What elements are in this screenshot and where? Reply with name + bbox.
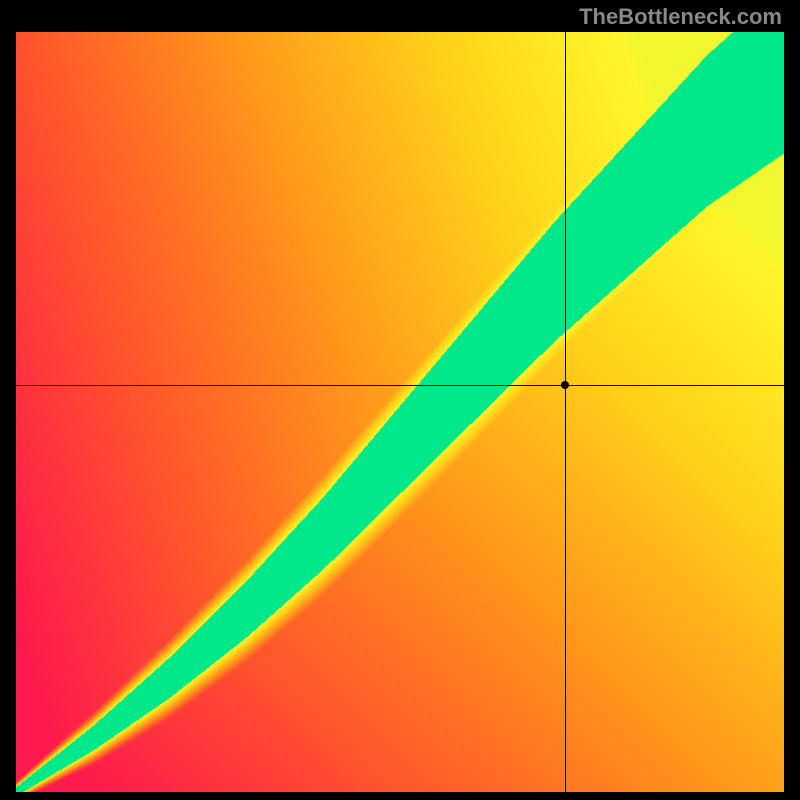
heatmap-chart xyxy=(16,32,784,792)
watermark-text: TheBottleneck.com xyxy=(579,4,782,30)
crosshair-horizontal xyxy=(16,385,784,386)
heatmap-canvas xyxy=(16,32,784,792)
crosshair-vertical xyxy=(565,32,566,792)
marker-dot xyxy=(561,381,569,389)
